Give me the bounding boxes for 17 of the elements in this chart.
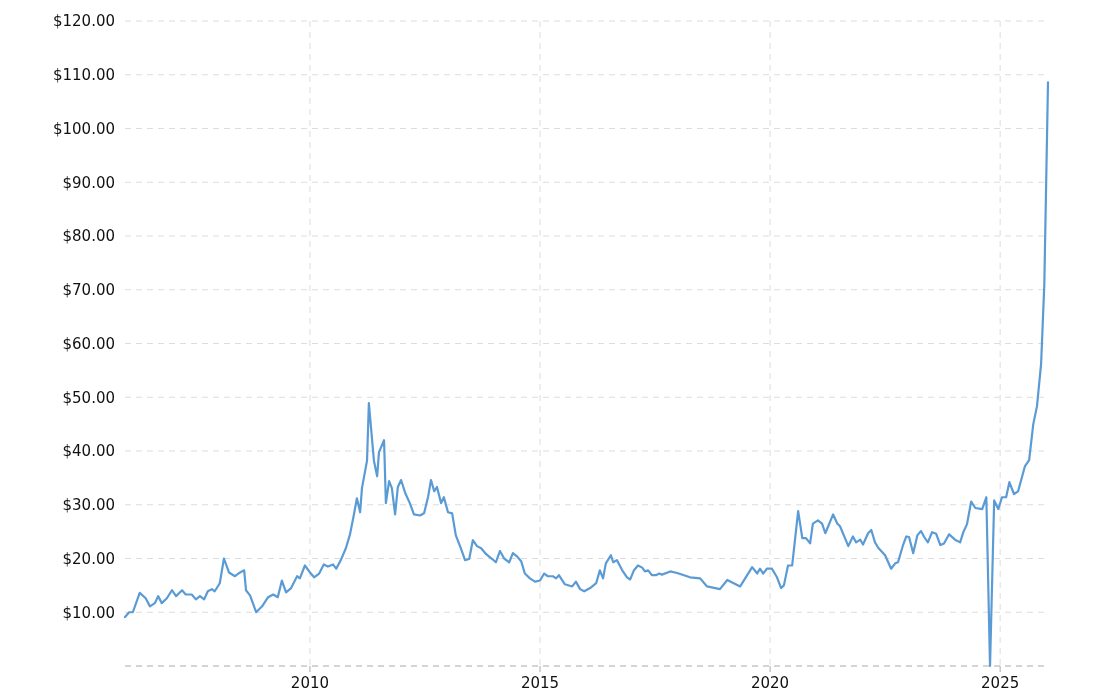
y-tick-label: $50.00 [62,388,115,407]
y-tick-label: $40.00 [62,442,115,461]
y-tick-label: $100.00 [52,119,115,138]
x-tick-label: 2020 [750,674,790,692]
y-tick-label: $70.00 [62,281,115,299]
x-tick-label: 2015 [520,674,560,692]
y-tick-label: $60.00 [62,334,115,353]
line-series [123,81,1050,668]
y-tick-label: $30.00 [62,496,115,514]
y-tick-label: $80.00 [62,227,115,246]
y-tick-label: $20.00 [62,549,115,568]
x-tick-label: 2010 [290,674,330,692]
x-tick-label: 2025 [981,674,1020,692]
y-tick-label: $10.00 [62,603,115,622]
y-tick-label: $110.00 [52,66,115,84]
y-tick-label: $90.00 [62,173,115,192]
y-tick-label: $120.00 [52,12,115,31]
